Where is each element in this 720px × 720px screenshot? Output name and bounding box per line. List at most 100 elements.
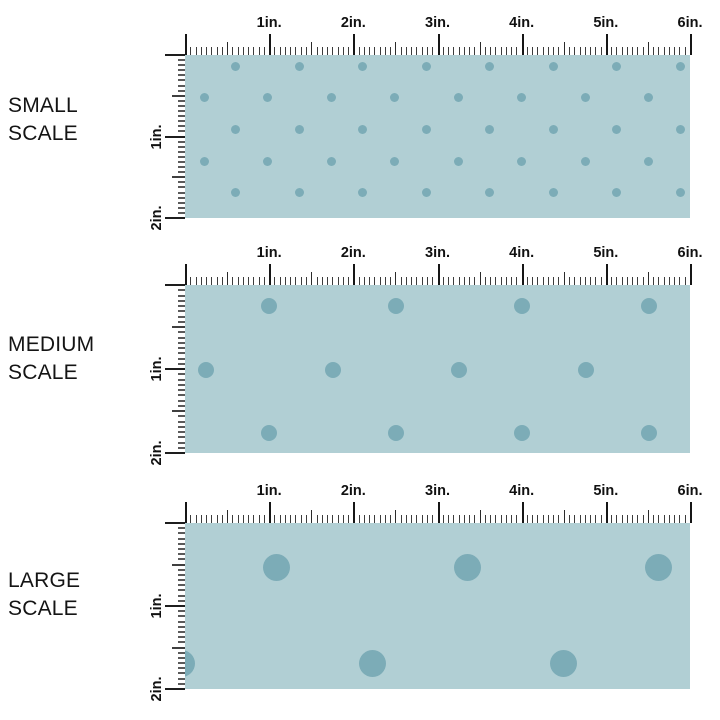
polka-dot <box>261 298 277 314</box>
ruler-tick <box>526 277 528 285</box>
ruler-tick <box>569 515 570 523</box>
ruler-tick <box>300 47 302 55</box>
ruler-tick <box>178 155 185 158</box>
polka-dot <box>577 361 594 378</box>
ruler-tick <box>658 515 660 523</box>
ruler-tick <box>327 47 329 55</box>
ruler-tick <box>611 515 613 523</box>
ruler-tick <box>626 515 628 523</box>
ruler-tick <box>316 47 318 55</box>
ruler-tick <box>178 84 185 87</box>
ruler-tick <box>353 34 356 55</box>
scale-label-line2: SCALE <box>8 597 78 620</box>
polka-dot <box>580 93 590 103</box>
ruler-tick <box>185 34 187 55</box>
ruler-tick <box>558 277 560 285</box>
polka-dot <box>485 188 495 198</box>
ruler-tick <box>279 515 281 523</box>
polka-dot <box>548 61 558 71</box>
top-ruler-inch-label: 6in. <box>677 245 703 261</box>
ruler-tick <box>563 42 565 55</box>
ruler-tick <box>595 47 597 55</box>
polka-dot <box>231 188 241 198</box>
ruler-tick <box>369 277 371 285</box>
ruler-tick <box>426 47 428 55</box>
ruler-tick <box>632 47 634 55</box>
ruler-tick <box>432 515 434 523</box>
ruler-tick <box>574 277 576 285</box>
ruler-tick <box>337 277 339 285</box>
ruler-tick <box>484 515 486 523</box>
ruler-tick <box>632 277 634 285</box>
polka-dot <box>390 156 399 166</box>
ruler-tick <box>411 47 413 55</box>
ruler-tick <box>253 47 255 55</box>
ruler-tick <box>553 47 555 55</box>
polka-dot <box>580 156 590 166</box>
ruler-tick <box>463 277 465 285</box>
ruler-tick <box>178 610 185 613</box>
ruler-tick <box>632 515 634 523</box>
ruler-tick <box>290 47 292 55</box>
ruler-tick <box>663 47 665 55</box>
ruler-tick <box>178 641 185 644</box>
ruler-tick <box>684 277 686 285</box>
ruler-tick <box>178 64 185 67</box>
ruler-tick <box>178 677 185 680</box>
polka-dot <box>485 61 495 71</box>
ruler-tick <box>178 584 185 587</box>
ruler-tick <box>178 59 185 62</box>
ruler-tick <box>474 277 476 285</box>
top-ruler-inch-label: 5in. <box>593 245 619 261</box>
ruler-tick <box>190 515 192 523</box>
polka-dot <box>485 124 495 134</box>
ruler-tick <box>274 47 276 55</box>
ruler-tick <box>521 264 524 285</box>
polka-dot <box>421 61 431 71</box>
ruler-tick <box>437 34 440 55</box>
ruler-tick <box>642 277 644 285</box>
ruler-tick <box>206 277 208 285</box>
ruler-tick <box>290 515 292 523</box>
fabric-swatch <box>185 55 690 218</box>
ruler-tick <box>178 150 185 153</box>
panel-scale-label: MEDIUM SCALE <box>8 331 94 387</box>
ruler-tick <box>505 277 507 285</box>
ruler-tick <box>248 47 250 55</box>
top-ruler-inch-label: 2in. <box>340 15 366 31</box>
polka-dot <box>612 124 622 134</box>
ruler-tick <box>605 264 608 285</box>
ruler-tick <box>374 47 376 55</box>
ruler-tick <box>384 47 386 55</box>
top-ruler-inch-label: 1in. <box>256 245 282 261</box>
ruler-tick <box>642 47 644 55</box>
ruler-tick <box>374 515 376 523</box>
ruler-tick <box>237 277 239 285</box>
ruler-tick <box>172 326 185 328</box>
ruler-tick <box>327 515 329 523</box>
ruler-tick <box>274 515 276 523</box>
ruler-tick <box>390 515 392 523</box>
ruler-tick <box>574 515 576 523</box>
ruler-tick <box>537 515 539 523</box>
ruler-tick <box>600 515 602 523</box>
ruler-tick <box>537 277 539 285</box>
ruler-tick <box>216 277 218 285</box>
ruler-tick <box>178 373 185 376</box>
ruler-tick <box>300 277 302 285</box>
ruler-tick <box>653 47 655 55</box>
ruler-tick <box>590 515 592 523</box>
ruler-tick <box>458 47 460 55</box>
scale-label-line2: SCALE <box>8 361 78 384</box>
ruler-tick <box>405 515 407 523</box>
ruler-tick <box>684 47 686 55</box>
ruler-tick <box>311 272 313 285</box>
ruler-tick <box>374 277 376 285</box>
ruler-tick <box>178 394 185 397</box>
ruler-tick <box>178 594 185 597</box>
ruler-tick <box>595 277 597 285</box>
ruler-tick <box>227 272 229 285</box>
ruler-tick <box>178 160 185 163</box>
